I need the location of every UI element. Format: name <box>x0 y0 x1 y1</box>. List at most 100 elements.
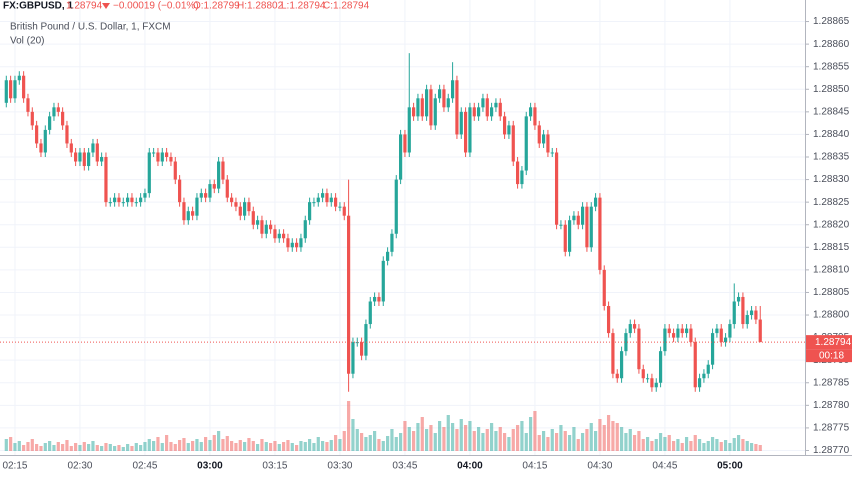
candle-body <box>689 328 693 343</box>
volume-bar <box>208 440 212 451</box>
volume-bar <box>498 427 502 451</box>
candle-body <box>173 161 177 180</box>
volume-bar <box>394 437 398 451</box>
candle-body <box>580 206 585 225</box>
candle-body <box>567 220 572 252</box>
y-tick-label: 1.28825 <box>813 197 850 208</box>
candle-body <box>204 193 208 198</box>
candle-body <box>195 197 199 216</box>
candle-body <box>667 328 671 334</box>
volume-bar <box>61 444 65 451</box>
candle-body <box>308 202 312 221</box>
candle-body <box>13 80 17 99</box>
volume-bar <box>615 423 619 451</box>
y-tick-label: 1.28805 <box>813 287 850 298</box>
volume-bar <box>308 439 312 451</box>
candle-body <box>238 206 242 216</box>
candle-body <box>82 152 86 167</box>
candle-body <box>425 89 429 117</box>
volume-bar <box>719 442 723 451</box>
volume-bar <box>507 437 511 451</box>
candle-body <box>364 324 368 356</box>
candle-body <box>329 197 333 203</box>
volume-bar <box>173 444 177 451</box>
volume-bar <box>39 446 43 451</box>
candle-body <box>121 202 125 204</box>
candle-body <box>91 143 95 153</box>
candle-body <box>286 238 290 248</box>
volume-bar <box>169 442 173 451</box>
volume-bar <box>619 427 624 451</box>
candle-body <box>243 202 247 216</box>
volume-bar <box>728 443 732 451</box>
candle-body <box>143 193 147 198</box>
volume-bar <box>533 411 537 451</box>
volume-bar <box>684 437 689 451</box>
volume-bar <box>256 444 260 451</box>
volume-bar <box>143 442 147 451</box>
volume-bar <box>373 431 377 451</box>
volume-bar <box>221 439 225 451</box>
volume-bar <box>645 437 650 451</box>
candle-body <box>325 193 329 203</box>
candle-body <box>420 98 424 117</box>
volume-bar <box>745 441 749 451</box>
x-tick-label: 03:15 <box>262 461 287 472</box>
volume-bar <box>377 439 381 451</box>
candle-body <box>754 310 758 320</box>
candle-body <box>234 202 238 207</box>
volume-bar <box>264 442 268 451</box>
y-tick-label: 1.28800 <box>813 310 850 321</box>
volume-bar <box>217 431 221 451</box>
candle-body <box>680 328 684 334</box>
candle-body <box>117 197 121 203</box>
volume-bar <box>693 435 697 451</box>
candle-body <box>264 224 268 234</box>
candle-body <box>429 89 433 126</box>
volume-bar <box>567 435 572 451</box>
candle-body <box>178 179 182 203</box>
candle-body <box>728 324 732 338</box>
volume-bar <box>537 435 541 451</box>
volume-bar <box>403 421 407 451</box>
candle-body <box>165 152 169 157</box>
candle-body <box>511 125 515 162</box>
ohlc-low: L:1.28794 <box>281 1 326 12</box>
volume-bar <box>316 437 320 451</box>
candle-body <box>611 333 615 374</box>
candle-body <box>485 98 489 117</box>
candle-body <box>438 89 442 99</box>
candle-body <box>407 107 411 153</box>
volume-bar <box>342 431 346 451</box>
candle-body <box>199 193 203 198</box>
volume-bar <box>165 435 169 451</box>
volume-bar <box>152 441 156 451</box>
volume-bar <box>550 429 554 451</box>
y-tick-label: 1.28775 <box>813 423 850 434</box>
candle-body <box>269 224 273 230</box>
volume-bar <box>43 443 47 451</box>
volume-bar <box>69 446 73 451</box>
volume-bar <box>589 423 593 451</box>
candle-body <box>321 193 325 198</box>
candle-body <box>61 111 65 126</box>
volume-bar <box>269 443 273 451</box>
volume-bar <box>399 433 403 451</box>
volume-bar <box>541 431 546 451</box>
volume-bar <box>282 442 286 451</box>
x-tick-label: 03:30 <box>327 461 352 472</box>
volume-bar <box>186 443 190 451</box>
candle-body <box>589 206 593 248</box>
candle-body <box>554 152 559 225</box>
volume-bar <box>260 439 264 451</box>
candle-body <box>663 328 667 352</box>
y-tick-label: 1.28865 <box>813 16 850 27</box>
volume-bar <box>100 446 104 451</box>
candle-body <box>74 152 78 162</box>
volume-bar <box>732 438 736 451</box>
candle-body <box>139 197 143 203</box>
volume-bar <box>329 440 333 451</box>
volume-bar <box>438 421 442 451</box>
volume-bar <box>455 429 459 451</box>
volume-bar <box>4 439 8 451</box>
